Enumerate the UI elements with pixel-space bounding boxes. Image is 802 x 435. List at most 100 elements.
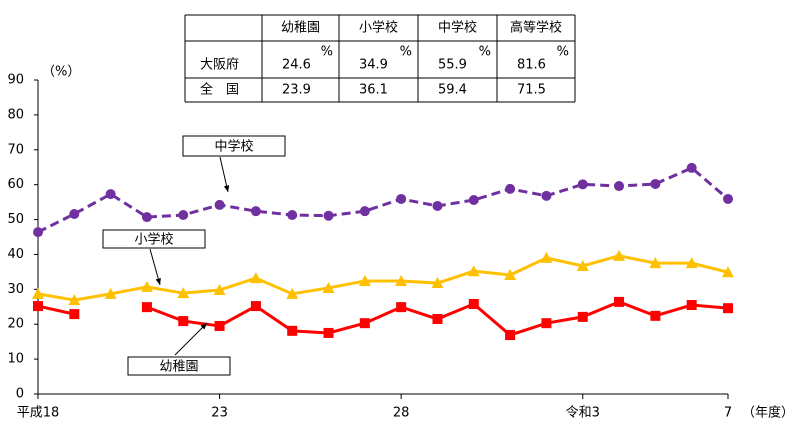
table-row-label: 全 国	[200, 82, 239, 98]
arrow-head	[200, 323, 207, 330]
x-axis-label: （年度）	[742, 405, 794, 421]
point	[33, 301, 43, 312]
table-unit: %	[400, 45, 412, 60]
point	[140, 280, 153, 292]
point	[614, 181, 625, 192]
point	[541, 190, 552, 201]
point	[141, 302, 152, 313]
x-tick-label: 平成18	[17, 406, 60, 421]
table-cell: 34.9	[359, 58, 388, 73]
point	[69, 309, 80, 320]
point	[358, 274, 371, 286]
table-cell: 71.5	[517, 83, 546, 98]
y-tick-label: 0	[16, 387, 24, 402]
point	[722, 266, 734, 278]
point	[214, 199, 225, 210]
point	[178, 210, 189, 221]
x-tick-label: 7	[724, 406, 732, 421]
legend-label: 幼稚園	[159, 360, 198, 375]
table-header: 高等学校	[510, 20, 562, 36]
point	[359, 318, 370, 329]
table-cell: 81.6	[517, 58, 546, 73]
point	[541, 318, 552, 329]
table-unit: %	[321, 45, 333, 60]
point	[287, 210, 298, 221]
legend-arrow	[174, 322, 208, 356]
point	[214, 320, 225, 331]
point	[68, 294, 81, 306]
x-tick-label: 23	[211, 406, 228, 421]
point	[396, 193, 407, 204]
point	[686, 162, 697, 173]
point	[178, 316, 189, 327]
point	[577, 179, 588, 190]
point	[686, 300, 697, 311]
table-cell: 55.9	[438, 58, 467, 73]
y-tick-label: 60	[7, 177, 24, 192]
point	[613, 249, 626, 261]
point	[505, 183, 516, 194]
legend-label: 小学校	[134, 232, 173, 248]
point	[249, 272, 262, 284]
point	[287, 325, 298, 336]
point	[432, 200, 443, 211]
legend-box	[102, 229, 206, 249]
point	[467, 265, 480, 277]
legend-box	[182, 135, 286, 157]
table-row-label: 大阪府	[200, 58, 239, 73]
y-tick-label: 20	[7, 317, 24, 332]
arrow-head	[155, 278, 161, 285]
table-unit: %	[479, 45, 491, 60]
table-cell: 36.1	[359, 83, 388, 98]
point	[432, 313, 443, 324]
y-tick-label: 70	[7, 142, 24, 157]
point	[540, 251, 553, 263]
point	[213, 284, 226, 296]
table-bg	[185, 15, 575, 102]
y-tick-label: 90	[7, 73, 24, 88]
y-tick-label: 10	[7, 352, 24, 367]
point	[286, 287, 299, 299]
y-tick-label: 30	[7, 282, 24, 297]
point	[650, 178, 661, 189]
x-tick-label: 28	[393, 406, 410, 421]
point	[650, 310, 661, 321]
series-line	[37, 166, 729, 234]
legend-label: 中学校	[214, 139, 253, 155]
point	[323, 327, 334, 338]
point	[723, 303, 733, 314]
point	[69, 208, 80, 219]
point	[396, 302, 407, 313]
point	[723, 193, 733, 204]
point	[685, 257, 698, 269]
table-cell: 23.9	[282, 83, 311, 98]
table-cell: 24.6	[282, 58, 311, 73]
point	[649, 257, 662, 269]
point	[504, 269, 517, 281]
point	[395, 274, 408, 286]
y-tick-label: 80	[7, 107, 24, 122]
point	[505, 330, 516, 341]
point	[323, 210, 334, 221]
table-unit: %	[557, 45, 569, 60]
arrow-head	[223, 185, 230, 192]
table-header: 幼稚園	[281, 21, 320, 36]
point	[32, 287, 44, 299]
point	[141, 212, 152, 223]
point	[614, 296, 625, 307]
point	[431, 277, 444, 289]
table-header: 小学校	[359, 20, 398, 36]
point	[576, 259, 589, 271]
point	[250, 206, 261, 217]
table-header: 中学校	[438, 20, 477, 36]
table-cell: 59.4	[438, 83, 467, 98]
point	[577, 311, 588, 322]
y-tick-label: 40	[7, 247, 24, 262]
series-line	[37, 254, 729, 302]
point	[104, 287, 117, 299]
series-line	[37, 300, 729, 337]
legend-box	[127, 356, 231, 376]
point	[359, 206, 370, 217]
